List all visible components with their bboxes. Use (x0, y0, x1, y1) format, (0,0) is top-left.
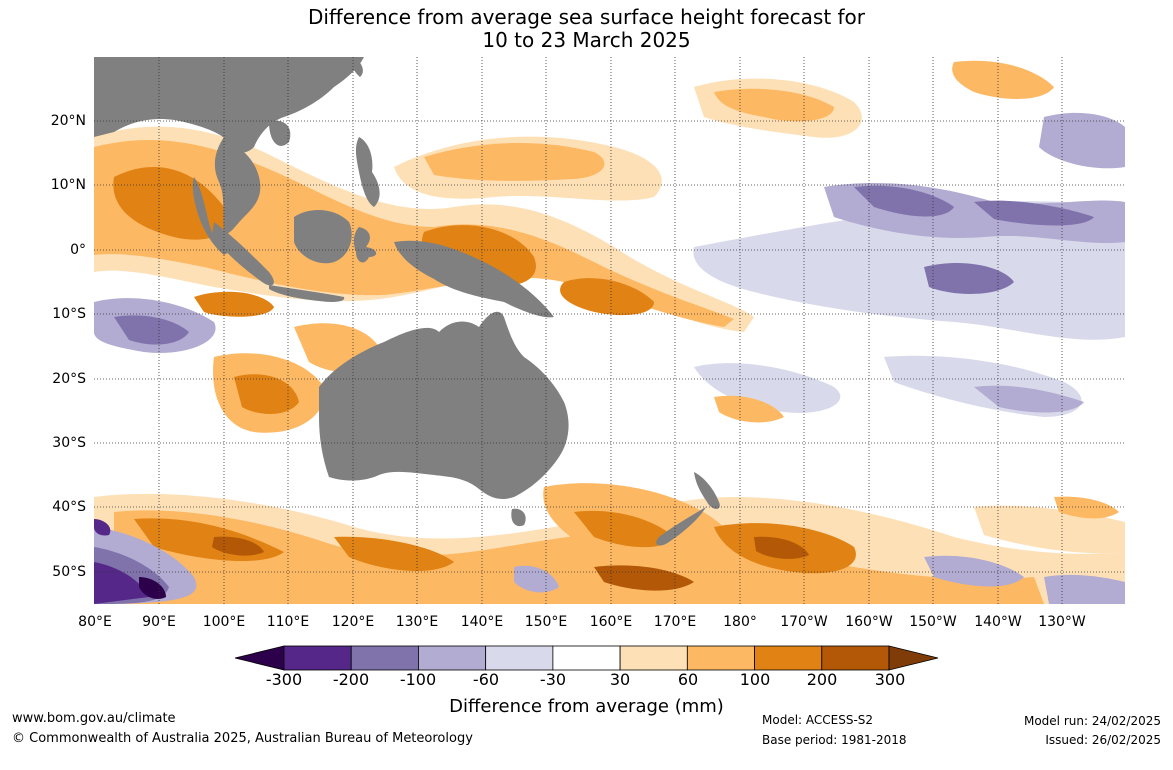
lat-label-20s: 20°S (52, 371, 86, 387)
colorbar-swatch (485, 645, 554, 671)
lon-label-160e: 160°E (589, 614, 633, 630)
website-link[interactable]: www.bom.gov.au/climate (12, 711, 176, 726)
indochina-land (214, 137, 261, 234)
lat-label-30s: 30°S (52, 435, 86, 451)
colorbar-tick: -100 (399, 670, 437, 689)
sea-surface-height-map (94, 57, 1125, 604)
colorbar-swatch (619, 645, 688, 671)
issued-date: Issued: 26/02/2025 (1045, 733, 1161, 747)
map-title-line-2: 10 to 23 March 2025 (482, 28, 691, 52)
colorbar-swatch (350, 645, 419, 671)
colorbar-swatch-max (888, 645, 939, 671)
lon-label-170w: 170°W (780, 614, 828, 630)
colorbar-swatch (821, 645, 890, 671)
base-period: Base period: 1981-2018 (762, 733, 907, 747)
lat-label-0: 0° (70, 242, 86, 258)
model-name: Model: ACCESS-S2 (762, 713, 874, 727)
colorbar-swatch (686, 645, 755, 671)
map-title-line-1: Difference from average sea surface heig… (307, 5, 866, 29)
lat-label-10s: 10°S (52, 306, 86, 322)
lon-label-130w: 130°W (1038, 614, 1086, 630)
new-zealand-land (694, 472, 720, 509)
colorbar (234, 645, 939, 671)
lon-label-150e: 150°E (524, 614, 568, 630)
colorbar-swatch (552, 645, 621, 671)
lon-label-140w: 140°W (974, 614, 1022, 630)
colorbar-tick: -60 (472, 670, 500, 689)
colorbar-tick: -30 (539, 670, 567, 689)
lat-label-10n: 10°N (50, 177, 86, 193)
colorbar-tick: 200 (806, 670, 838, 689)
lon-label-160w: 160°W (845, 614, 893, 630)
lat-label-40s: 40°S (52, 499, 86, 515)
lon-label-90e: 90°E (142, 614, 176, 630)
philippines-land (355, 137, 380, 207)
copyright-text: © Commonwealth of Australia 2025, Austra… (12, 731, 473, 746)
colorbar-tick: 60 (677, 670, 699, 689)
colorbar-swatch-min (234, 645, 285, 671)
lon-label-80e: 80°E (78, 614, 112, 630)
lon-label-110e: 110°E (266, 614, 310, 630)
colorbar-tick: -300 (265, 670, 303, 689)
colorbar-tick: 100 (739, 670, 771, 689)
lon-label-150w: 150°W (909, 614, 957, 630)
lon-label-130e: 130°E (395, 614, 439, 630)
asia-land (94, 57, 364, 153)
lon-label-120e: 120°E (331, 614, 375, 630)
colorbar-tick: -200 (332, 670, 370, 689)
lat-label-20n: 20°N (50, 113, 86, 129)
graticule (94, 57, 1125, 604)
colorbar-swatch (418, 645, 487, 671)
sumatra-land (212, 222, 274, 286)
lon-label-170e: 170°E (653, 614, 697, 630)
lon-label-140e: 140°E (460, 614, 504, 630)
colorbar-swatch (754, 645, 823, 671)
model-run-date: Model run: 24/02/2025 (1023, 714, 1161, 728)
colorbar-swatch (283, 645, 352, 671)
new-guinea-land (394, 240, 554, 318)
lon-label-100e: 100°E (202, 614, 246, 630)
colorbar-tick: 300 (874, 670, 906, 689)
lon-label-180: 180° (723, 614, 757, 630)
colorbar-tick: 30 (609, 670, 631, 689)
colorbar-title: Difference from average (mm) (449, 696, 724, 717)
australia-land (319, 311, 569, 500)
lat-label-50s: 50°S (52, 564, 86, 580)
